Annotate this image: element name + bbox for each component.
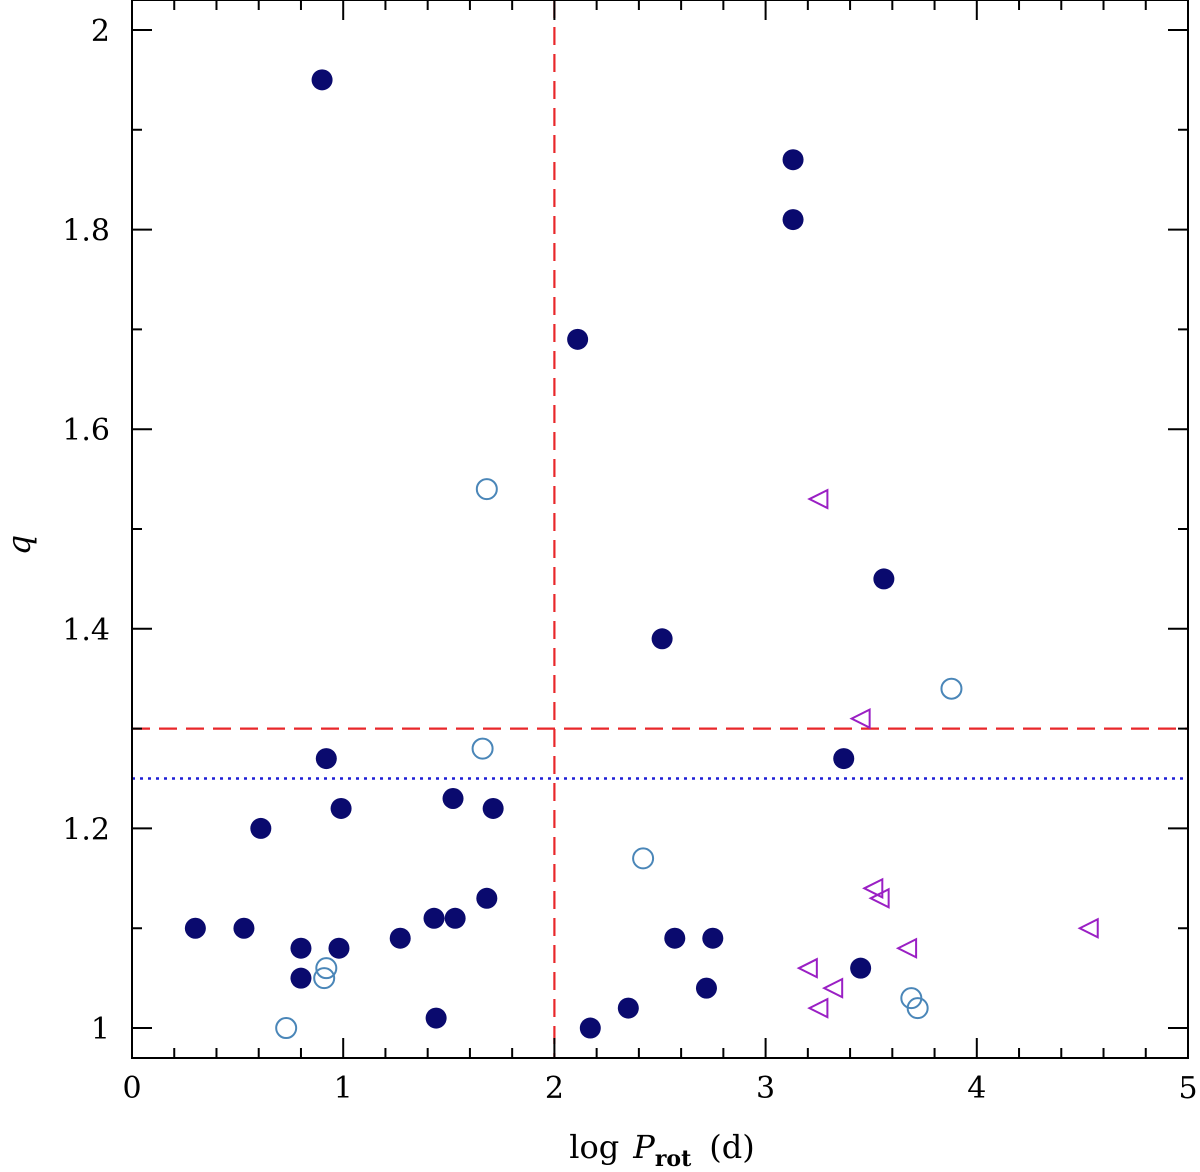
axis-ticks — [131, 0, 1189, 1058]
filled-circle-point — [873, 568, 895, 590]
filled-circle-point — [444, 907, 466, 929]
filled-circle-point — [311, 69, 333, 91]
open-circle-point — [906, 997, 929, 1020]
open-circle-point — [940, 677, 963, 700]
filled-circle-point — [664, 927, 686, 949]
y-axis-title: q — [0, 535, 38, 555]
filled-circle-point — [702, 927, 724, 949]
open-triangle-point — [807, 997, 829, 1019]
filled-circle-point — [833, 748, 855, 770]
open-circle-point — [632, 847, 655, 870]
filled-circle-point — [328, 937, 350, 959]
open-triangle-point — [796, 957, 818, 979]
filled-circle-point — [695, 977, 717, 999]
x-axis-title: log Prot (d) — [569, 1128, 754, 1172]
filled-circle-point — [250, 817, 272, 839]
x-tick-label: 2 — [545, 1071, 564, 1106]
data-points — [184, 69, 1099, 1040]
open-triangle-point — [1077, 917, 1099, 939]
open-triangle-point — [862, 877, 884, 899]
reference-lines — [132, 0, 1188, 1058]
open-circle-point — [315, 957, 338, 980]
y-tick-label: 1.4 — [62, 613, 110, 648]
y-tick-label: 1.8 — [62, 214, 110, 249]
filled-circle-point — [389, 927, 411, 949]
open-circle-point — [275, 1017, 298, 1040]
filled-circle-point — [651, 628, 673, 650]
filled-circle-point — [442, 787, 464, 809]
y-tick-label: 1.2 — [62, 812, 110, 847]
open-triangle-point — [849, 708, 871, 730]
filled-circle-point — [617, 997, 639, 1019]
open-circle-point — [313, 967, 336, 990]
y-tick-label: 1 — [91, 1012, 110, 1047]
filled-circle-point — [482, 797, 504, 819]
x-axis-var: P — [632, 1128, 655, 1166]
y-tick-label: 2 — [91, 14, 110, 49]
x-axis-sub: rot — [655, 1146, 692, 1172]
y-tick-label: 1.6 — [62, 413, 110, 448]
filled-circle-point — [850, 957, 872, 979]
x-tick-label: 4 — [967, 1071, 986, 1106]
filled-circle-point — [290, 937, 312, 959]
filled-circle-point — [476, 887, 498, 909]
plot-frame — [131, 0, 1189, 1059]
x-tick-label: 5 — [1178, 1071, 1197, 1106]
open-triangle-point — [868, 887, 890, 909]
x-axis-unit: (d) — [709, 1128, 754, 1166]
open-circle-point — [471, 737, 494, 760]
filled-circle-point — [423, 907, 445, 929]
filled-circle-point — [290, 967, 312, 989]
x-tick-label: 3 — [756, 1071, 775, 1106]
x-axis-prefix: log — [569, 1128, 619, 1166]
filled-circle-point — [425, 1007, 447, 1029]
filled-circle-point — [782, 149, 804, 171]
tick-labels: 0 1 2 3 4 511.21.41.61.82 — [62, 14, 1197, 1106]
x-tick-label: 1 — [334, 1071, 353, 1106]
x-tick-label: 0 — [122, 1071, 141, 1106]
filled-circle-point — [184, 917, 206, 939]
filled-circle-point — [315, 748, 337, 770]
filled-circle-point — [782, 209, 804, 231]
filled-circle-point — [579, 1017, 601, 1039]
filled-circle-point — [330, 797, 352, 819]
open-triangle-point — [821, 977, 844, 999]
filled-circle-point — [233, 917, 255, 939]
open-circle-point — [475, 478, 498, 501]
open-triangle-point — [895, 937, 918, 959]
open-triangle-point — [807, 488, 829, 510]
filled-circle-point — [567, 328, 589, 350]
